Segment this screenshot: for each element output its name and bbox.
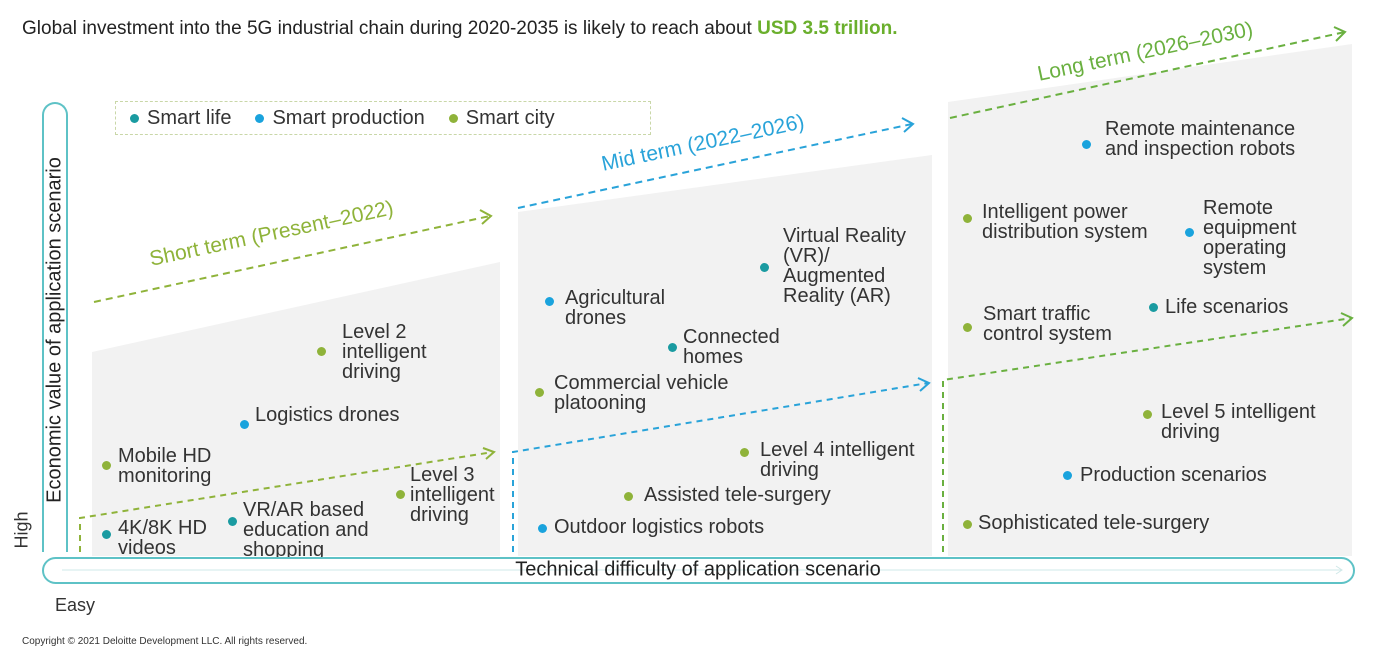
x-axis-label: Technical difficulty of application scen… xyxy=(515,558,881,581)
legend-label: Smart life xyxy=(147,106,232,129)
smart-city-dot-icon xyxy=(448,113,458,123)
mid-growth-arrow-head xyxy=(917,377,931,392)
high-label: High xyxy=(11,511,32,549)
page-title: Global investment into the 5G industrial… xyxy=(22,18,898,40)
legend-entry-smart-production: Smart production xyxy=(255,106,425,130)
short-term-panel xyxy=(92,262,500,556)
legend-label: Smart city xyxy=(465,106,555,129)
mid-term-arrow-head xyxy=(901,117,915,133)
x-axis-arrow xyxy=(42,557,1355,584)
long-growth-arrow-head xyxy=(1340,312,1354,327)
x-axis-arrow-icon xyxy=(62,565,1343,575)
legend: Smart life Smart production Smart city xyxy=(115,101,651,135)
legend-label: Smart production xyxy=(272,106,425,129)
y-axis-label: Economic value of application scenario xyxy=(43,157,66,503)
smart-production-dot-icon xyxy=(255,113,265,123)
long-term-arrow-line xyxy=(949,31,1346,119)
legend-entry-smart-city: Smart city xyxy=(448,106,555,130)
short-growth-arrow-head xyxy=(482,447,496,460)
y-axis-arrow xyxy=(42,102,68,552)
title-text: Global investment into the 5G industrial… xyxy=(22,18,758,39)
legend-entry-smart-life: Smart life xyxy=(130,107,231,130)
long-term-panel xyxy=(948,44,1352,556)
mid-growth-line xyxy=(512,382,929,552)
smart-life-dot-icon xyxy=(130,113,139,123)
title-highlight: USD 3.5 trillion. xyxy=(757,18,898,39)
copyright-notice: Copyright © 2021 Deloitte Development LL… xyxy=(22,636,308,647)
long-growth-line xyxy=(942,317,1353,552)
long-term-arrow-head xyxy=(1333,26,1347,42)
short-term-arrow-head xyxy=(479,209,493,225)
easy-label: Easy xyxy=(55,595,96,615)
short-term-arrow-line xyxy=(93,215,491,303)
short-growth-line xyxy=(79,451,494,552)
mid-term-panel xyxy=(518,155,932,556)
